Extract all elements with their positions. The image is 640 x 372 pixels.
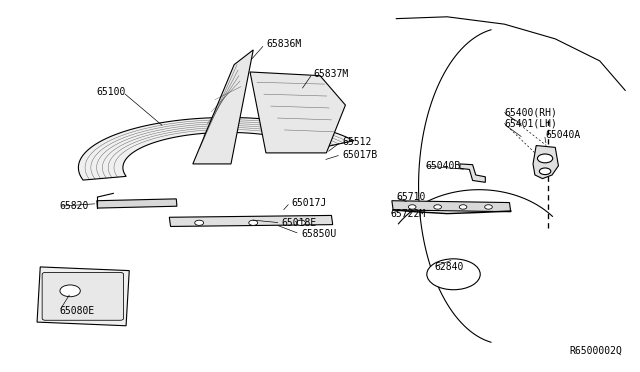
Circle shape	[484, 205, 492, 209]
Polygon shape	[392, 201, 511, 212]
Text: 65836M: 65836M	[266, 39, 301, 49]
Text: R6500002Q: R6500002Q	[569, 346, 622, 356]
Circle shape	[408, 205, 416, 209]
Text: 65512: 65512	[342, 137, 372, 147]
Circle shape	[60, 285, 80, 297]
Circle shape	[538, 154, 553, 163]
Polygon shape	[193, 50, 253, 164]
Polygon shape	[37, 267, 129, 326]
Text: 65017B: 65017B	[342, 150, 378, 160]
Text: 65100: 65100	[97, 87, 126, 97]
Text: 65080E: 65080E	[60, 306, 95, 316]
Text: 65722M: 65722M	[390, 209, 425, 219]
Text: 65401(LH): 65401(LH)	[504, 118, 557, 128]
Circle shape	[434, 205, 442, 209]
Text: 65017J: 65017J	[291, 198, 326, 208]
Circle shape	[249, 220, 258, 225]
Text: 65820: 65820	[60, 201, 89, 211]
Circle shape	[540, 168, 551, 174]
Text: 65040A: 65040A	[546, 129, 581, 140]
Circle shape	[427, 259, 480, 290]
FancyBboxPatch shape	[42, 272, 124, 320]
Polygon shape	[250, 72, 346, 153]
Circle shape	[195, 220, 204, 225]
Polygon shape	[460, 164, 485, 182]
Circle shape	[296, 220, 305, 225]
Text: 62840: 62840	[435, 262, 464, 272]
Text: 65018E: 65018E	[282, 218, 317, 228]
Circle shape	[460, 205, 467, 209]
Text: 65710: 65710	[396, 192, 426, 202]
Polygon shape	[78, 118, 354, 180]
Text: 65850U: 65850U	[301, 229, 336, 239]
Text: 65040B: 65040B	[425, 161, 460, 171]
Text: 65837M: 65837M	[314, 69, 349, 79]
Polygon shape	[97, 199, 177, 208]
Polygon shape	[533, 145, 559, 179]
Text: 65400(RH): 65400(RH)	[504, 108, 557, 118]
Polygon shape	[170, 215, 333, 227]
